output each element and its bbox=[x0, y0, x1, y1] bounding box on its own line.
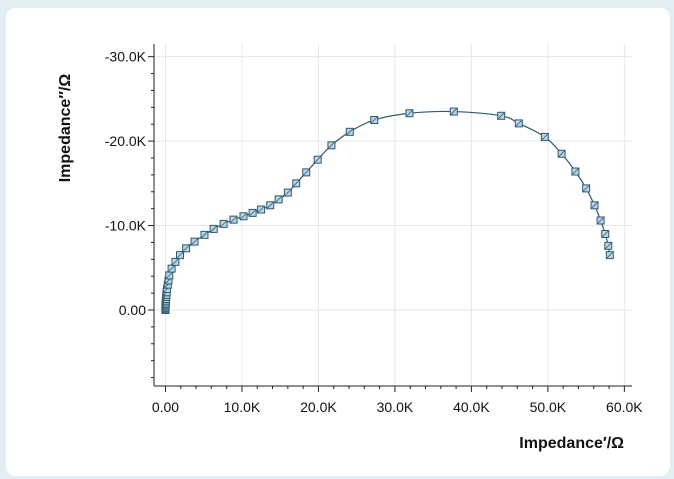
marker-slash bbox=[248, 209, 257, 217]
data-point-marker bbox=[345, 127, 354, 136]
data-point-marker bbox=[605, 251, 614, 260]
chart-card: 0.00 10.0K 20.0K 30.0K 40.0K 50.0K 60.0K 0.00 -1… bbox=[6, 8, 670, 476]
data-point-marker bbox=[514, 119, 523, 128]
data-point-marker bbox=[200, 230, 209, 239]
x-tick-label: 50.0K bbox=[530, 399, 567, 415]
data-point-marker bbox=[497, 111, 506, 120]
data-point-marker bbox=[370, 116, 379, 124]
data-series bbox=[161, 107, 614, 314]
marker-slash bbox=[606, 251, 614, 259]
grid-lines bbox=[154, 44, 632, 386]
data-point-marker bbox=[239, 212, 248, 221]
data-point-marker bbox=[327, 141, 336, 150]
axes bbox=[148, 44, 632, 392]
data-point-marker bbox=[601, 230, 610, 238]
marker-slash bbox=[190, 237, 199, 246]
marker-slash bbox=[239, 212, 248, 221]
marker-slash bbox=[302, 168, 310, 177]
y-tick-label: -20.0K bbox=[105, 133, 147, 149]
tick-labels: 0.00 10.0K 20.0K 30.0K 40.0K 50.0K 60.0K 0.00 -1… bbox=[105, 49, 644, 415]
marker-slash bbox=[346, 128, 354, 136]
data-point-marker bbox=[257, 205, 266, 214]
marker-slash bbox=[590, 201, 599, 210]
data-point-marker bbox=[190, 237, 199, 246]
data-point-marker bbox=[540, 132, 549, 141]
data-point-marker bbox=[557, 149, 566, 158]
x-tick-label: 40.0K bbox=[453, 399, 490, 415]
marker-slash bbox=[405, 109, 414, 118]
data-point-marker bbox=[167, 264, 176, 273]
marker-slash bbox=[557, 149, 566, 158]
marker-slash bbox=[165, 271, 174, 280]
x-tick-label: 20.0K bbox=[300, 399, 337, 415]
marker-slash bbox=[257, 205, 265, 214]
marker-slash bbox=[176, 251, 184, 259]
marker-slash bbox=[219, 220, 228, 228]
data-point-marker bbox=[582, 184, 591, 193]
data-point-marker bbox=[176, 251, 184, 260]
marker-slash bbox=[313, 155, 322, 164]
marker-slash bbox=[182, 244, 190, 253]
marker-slash bbox=[541, 133, 549, 141]
data-point-marker bbox=[405, 109, 414, 118]
data-point-marker bbox=[302, 168, 311, 177]
x-tick-label: 0.00 bbox=[152, 399, 179, 415]
data-point-marker bbox=[571, 167, 580, 176]
marker-slash bbox=[167, 264, 176, 273]
data-point-marker bbox=[283, 188, 292, 197]
x-axis-title: Impedance′/Ω bbox=[519, 435, 624, 452]
data-point-marker bbox=[590, 201, 599, 210]
marker-slash bbox=[515, 119, 523, 128]
y-tick-label: -10.0K bbox=[105, 218, 147, 234]
data-point-marker bbox=[229, 215, 238, 224]
data-point-marker bbox=[165, 271, 174, 280]
marker-slash bbox=[450, 107, 458, 116]
marker-slash bbox=[171, 258, 180, 266]
x-tick-label: 30.0K bbox=[377, 399, 414, 415]
data-point-marker bbox=[266, 201, 275, 210]
data-point-marker bbox=[171, 257, 180, 266]
data-point-marker bbox=[604, 241, 613, 250]
marker-slash bbox=[582, 184, 590, 193]
marker-slash bbox=[604, 242, 613, 250]
data-point-marker bbox=[292, 179, 301, 188]
y-tick-label: -30.0K bbox=[105, 49, 147, 65]
marker-slash bbox=[497, 111, 506, 120]
data-point-marker bbox=[313, 155, 322, 164]
marker-slash bbox=[284, 188, 292, 197]
marker-slash bbox=[292, 179, 301, 188]
marker-slash bbox=[209, 225, 218, 233]
marker-slash bbox=[200, 231, 209, 239]
marker-slash bbox=[229, 215, 238, 224]
impedance-chart: 0.00 10.0K 20.0K 30.0K 40.0K 50.0K 60.0K 0.00 -1… bbox=[57, 44, 644, 452]
marker-slash bbox=[601, 230, 610, 238]
data-point-marker bbox=[209, 224, 218, 233]
marker-slash bbox=[274, 195, 283, 204]
data-point-marker bbox=[596, 216, 605, 225]
marker-slash bbox=[327, 141, 336, 150]
marker-slash bbox=[596, 216, 605, 225]
y-tick-label: 0.00 bbox=[119, 302, 146, 318]
data-point-marker bbox=[219, 219, 228, 228]
x-tick-label: 10.0K bbox=[224, 399, 261, 415]
data-point-marker bbox=[248, 208, 257, 217]
x-tick-label: 60.0K bbox=[606, 399, 643, 415]
data-point-marker bbox=[182, 244, 191, 253]
marker-slash bbox=[571, 167, 580, 176]
marker-slash bbox=[266, 201, 275, 210]
marker-slash bbox=[370, 116, 379, 124]
y-axis-title: Impedance″/Ω bbox=[57, 74, 74, 183]
data-point-marker bbox=[274, 195, 283, 204]
data-point-marker bbox=[449, 107, 458, 116]
